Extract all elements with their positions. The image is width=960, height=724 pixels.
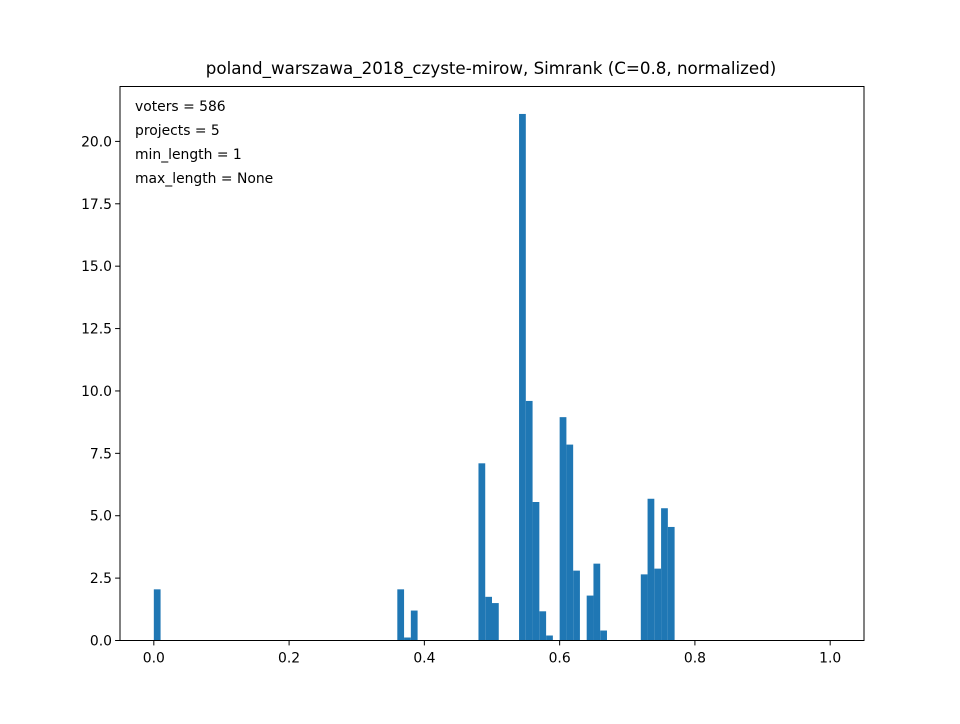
histogram-bar-20 bbox=[654, 568, 662, 641]
histogram-bar-1 bbox=[397, 589, 405, 641]
y-tick-label-4: 10.0 bbox=[81, 384, 112, 400]
x-tick-label-2: 0.4 bbox=[413, 651, 435, 667]
histogram-bar-12 bbox=[559, 417, 567, 641]
histogram-bar-9 bbox=[532, 502, 540, 641]
histogram-bar-17 bbox=[600, 630, 607, 641]
stats-annotation: voters = 586 projects = 5 min_length = 1… bbox=[135, 99, 273, 187]
y-tick-label-3: 7.5 bbox=[90, 446, 112, 462]
histogram-bar-19 bbox=[647, 498, 655, 641]
chart-title: poland_warszawa_2018_czyste-mirow, Simra… bbox=[206, 58, 776, 79]
histogram-bar-14 bbox=[573, 570, 580, 641]
histogram-bar-11 bbox=[546, 635, 553, 641]
x-tick-label-0: 0.0 bbox=[143, 651, 165, 667]
bars-group bbox=[153, 113, 675, 641]
y-tick-label-1: 2.5 bbox=[90, 571, 112, 587]
y-tick-label-7: 17.5 bbox=[81, 197, 112, 213]
plot-frame bbox=[119, 86, 865, 641]
histogram-bar-18 bbox=[640, 574, 648, 641]
y-axis-ticks: 0.0 2.5 5.0 7.5 10.0 12.5 15.0 17.5 20.0 bbox=[81, 134, 120, 650]
annotation-voters: voters = 586 bbox=[135, 99, 226, 115]
histogram-bar-0 bbox=[153, 589, 161, 641]
x-tick-label-5: 1.0 bbox=[819, 651, 841, 667]
x-tick-label-1: 0.2 bbox=[278, 651, 300, 667]
histogram-bar-15 bbox=[586, 595, 594, 641]
histogram-bar-3 bbox=[410, 610, 418, 641]
y-tick-label-8: 20.0 bbox=[81, 134, 112, 150]
histogram-bar-22 bbox=[667, 526, 675, 641]
annotation-min-length: min_length = 1 bbox=[135, 147, 242, 163]
y-tick-label-6: 15.0 bbox=[81, 259, 112, 275]
histogram-bar-10 bbox=[539, 611, 547, 641]
x-tick-label-4: 0.8 bbox=[684, 651, 706, 667]
histogram-bar-2 bbox=[404, 637, 411, 641]
histogram-bar-7 bbox=[519, 113, 526, 641]
y-tick-label-2: 5.0 bbox=[90, 509, 112, 525]
annotation-projects: projects = 5 bbox=[135, 123, 220, 139]
histogram-bar-4 bbox=[478, 463, 486, 641]
histogram-bar-5 bbox=[485, 596, 492, 641]
x-tick-label-3: 0.6 bbox=[549, 651, 571, 667]
histogram-bar-8 bbox=[525, 400, 533, 641]
histogram-bar-6 bbox=[492, 603, 499, 641]
histogram-bar-13 bbox=[566, 444, 574, 641]
x-axis-ticks: 0.0 0.2 0.4 0.6 0.8 1.0 bbox=[143, 640, 841, 667]
histogram-bar-16 bbox=[593, 563, 601, 641]
annotation-max-length: max_length = None bbox=[135, 171, 273, 187]
y-tick-label-0: 0.0 bbox=[90, 634, 112, 650]
y-tick-label-5: 12.5 bbox=[81, 322, 112, 338]
histogram-bar-21 bbox=[661, 508, 668, 641]
